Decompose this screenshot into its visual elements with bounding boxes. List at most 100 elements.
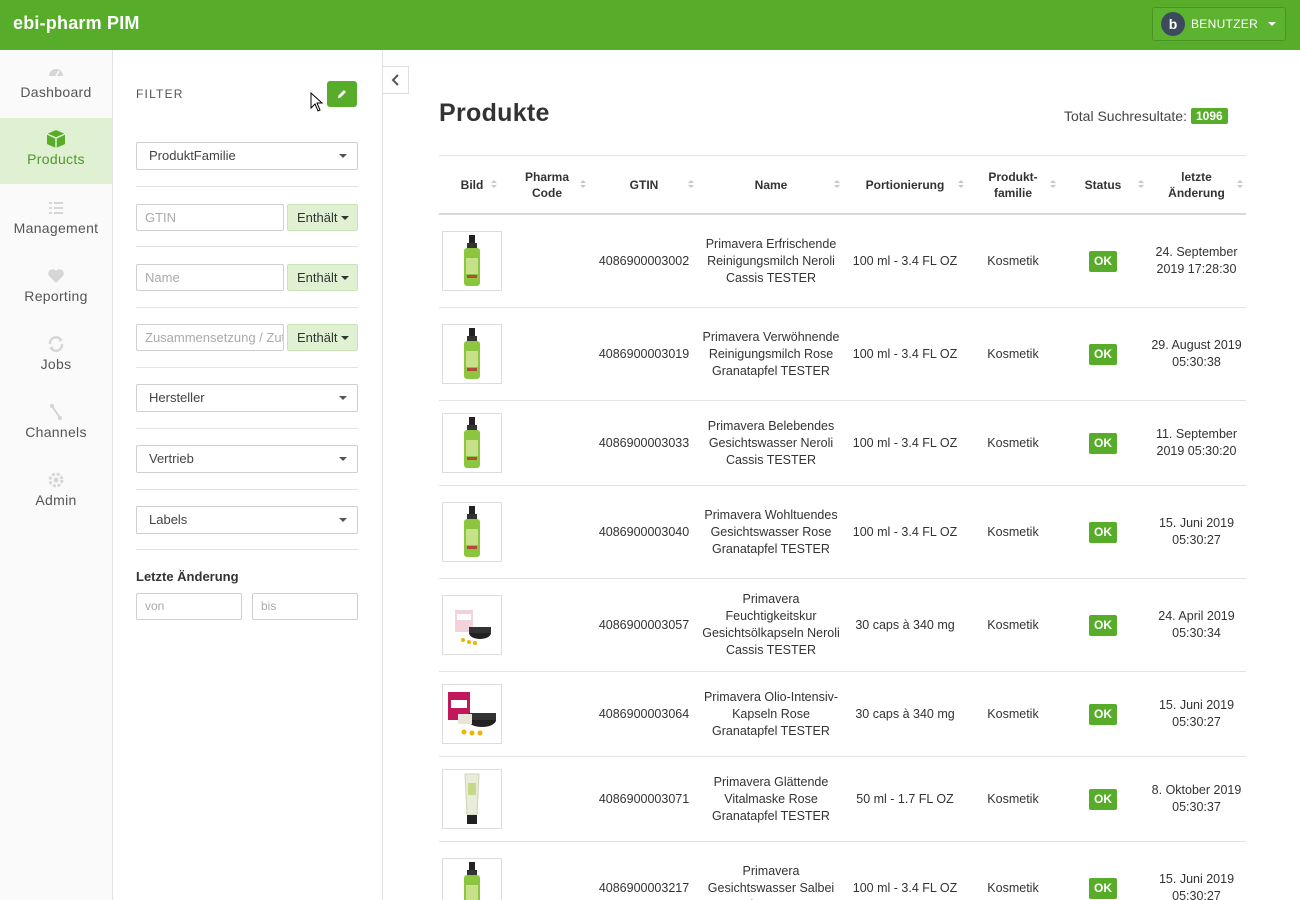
sort-icon (688, 180, 694, 190)
changed-value: 15. Juni 2019 05:30:27 (1158, 698, 1235, 729)
family-value: Kosmetik (987, 617, 1039, 632)
portion-cell: 100 ml - 3.4 FL OZ (843, 215, 967, 307)
nav-item-reporting[interactable]: Reporting (0, 266, 112, 332)
column-header-status[interactable]: Status (1059, 156, 1147, 214)
app-title[interactable]: ebi-pharm PIM (13, 13, 140, 33)
edit-filter-button[interactable] (327, 81, 357, 107)
gtin-contains-button[interactable]: Enthält (287, 204, 358, 231)
product-name[interactable]: Primavera Verwöhnende Reinigungsmilch Ro… (702, 329, 840, 378)
portion-value: 100 ml - 3.4 FL OZ (852, 253, 958, 268)
select-value: Hersteller (149, 390, 205, 405)
nav-item-products[interactable]: Products (0, 118, 112, 184)
product-thumbnail[interactable] (442, 231, 502, 291)
nav-item-jobs[interactable]: Jobs (0, 334, 112, 400)
column-header-name[interactable]: Name (699, 156, 843, 214)
table-header: Bild Pharma Code GTIN Name Portionierung… (439, 155, 1246, 215)
list-check-icon (49, 202, 63, 214)
products-table: Bild Pharma Code GTIN Name Portionierung… (439, 155, 1246, 900)
family-value: Kosmetik (987, 706, 1039, 721)
column-header-portionierung[interactable]: Portionierung (843, 156, 967, 214)
nav-label: Dashboard (20, 84, 92, 100)
gtin-cell: 4086900003019 (589, 308, 699, 400)
gtin-value: 4086900003033 (598, 435, 690, 450)
product-thumbnail[interactable] (442, 769, 502, 829)
column-header-pharma-code[interactable]: Pharma Code (505, 156, 589, 214)
pharma-code-cell (505, 308, 589, 400)
refresh-icon (48, 336, 64, 352)
nav-item-management[interactable]: Management (0, 198, 112, 264)
status-cell: OK (1059, 579, 1147, 671)
select-value: ProduktFamilie (149, 148, 236, 163)
nav-item-dashboard[interactable]: Dashboard (0, 62, 112, 128)
product-image-cell (439, 672, 505, 756)
date-to-input[interactable]: bis (252, 593, 358, 620)
user-avatar-icon: b (1161, 12, 1185, 36)
product-name[interactable]: Primavera Erfrischende Reinigungsmilch N… (705, 236, 837, 285)
table-row[interactable]: 4086900003033 Primavera Belebendes Gesic… (439, 401, 1246, 486)
table-row[interactable]: 4086900003057 Primavera Feuchtigkeitskur… (439, 579, 1246, 672)
product-thumbnail[interactable] (442, 684, 502, 744)
product-name[interactable]: Primavera Gesichtswasser Salbei Traube T… (707, 863, 835, 900)
gtin-cell: 4086900003064 (589, 672, 699, 756)
family-cell: Kosmetik (967, 215, 1059, 307)
product-image-cell (439, 579, 505, 671)
portion-cell: 100 ml - 3.4 FL OZ (843, 401, 967, 485)
zusammensetzung-input[interactable]: Zusammensetzung / Zut (136, 324, 284, 351)
table-row[interactable]: 4086900003217 Primavera Gesichtswasser S… (439, 842, 1246, 900)
zusammensetzung-contains-button[interactable]: Enthält (287, 324, 358, 351)
changed-cell: 8. Oktober 2019 05:30:37 (1147, 757, 1246, 841)
product-name[interactable]: Primavera Belebendes Gesichtswasser Nero… (707, 418, 835, 467)
column-header-bild[interactable]: Bild (439, 156, 505, 214)
date-from-input[interactable]: von (136, 593, 242, 620)
family-cell: Kosmetik (967, 401, 1059, 485)
product-name[interactable]: Primavera Feuchtigkeitskur Gesichtsölkap… (702, 592, 840, 657)
product-thumbnail[interactable] (442, 413, 502, 473)
gtin-value: 4086900003002 (598, 253, 690, 268)
name-contains-button[interactable]: Enthält (287, 264, 358, 291)
changed-cell: 24. September 2019 17:28:30 (1147, 215, 1246, 307)
product-name[interactable]: Primavera Wohltuendes Gesichtswasser Ros… (704, 507, 838, 556)
caret-down-icon (339, 457, 347, 461)
labels-select[interactable]: Labels (136, 506, 358, 534)
produktfamilie-select[interactable]: ProduktFamilie (136, 142, 358, 170)
column-header-gtin[interactable]: GTIN (589, 156, 699, 214)
nav-item-channels[interactable]: Channels (0, 402, 112, 468)
gtin-cell: 4086900003057 (589, 579, 699, 671)
family-value: Kosmetik (987, 253, 1039, 268)
pharma-code-cell (505, 215, 589, 307)
product-name[interactable]: Primavera Olio-Intensiv-Kapseln Rose Gra… (703, 689, 839, 738)
name-cell: Primavera Wohltuendes Gesichtswasser Ros… (699, 486, 843, 578)
portion-value: 50 ml - 1.7 FL OZ (856, 791, 954, 806)
nav-item-admin[interactable]: Admin (0, 470, 112, 536)
column-header-letzte-aenderung[interactable]: letzte Änderung (1147, 156, 1246, 214)
gtin-input[interactable]: GTIN (136, 204, 284, 231)
box-icon (46, 130, 66, 148)
nav-label: Jobs (40, 356, 72, 372)
product-name[interactable]: Primavera Glättende Vitalmaske Rose Gran… (712, 774, 830, 823)
table-row[interactable]: 4086900003019 Primavera Verwöhnende Rein… (439, 308, 1246, 401)
table-row[interactable]: 4086900003002 Primavera Erfrischende Rei… (439, 215, 1246, 308)
collapse-filter-button[interactable] (383, 66, 409, 94)
table-row[interactable]: 4086900003040 Primavera Wohltuendes Gesi… (439, 486, 1246, 579)
product-thumbnail[interactable] (442, 502, 502, 562)
total-label: Total Suchresultate: (1064, 108, 1187, 124)
product-thumbnail[interactable] (442, 324, 502, 384)
hersteller-select[interactable]: Hersteller (136, 384, 358, 412)
status-badge: OK (1089, 343, 1117, 365)
product-thumbnail[interactable] (442, 595, 502, 655)
status-badge: OK (1089, 432, 1117, 454)
portion-cell: 100 ml - 3.4 FL OZ (843, 308, 967, 400)
name-input[interactable]: Name (136, 264, 284, 291)
portion-cell: 30 caps à 340 mg (843, 579, 967, 671)
table-row[interactable]: 4086900003064 Primavera Olio-Intensiv-Ka… (439, 672, 1246, 757)
table-row[interactable]: 4086900003071 Primavera Glättende Vitalm… (439, 757, 1246, 842)
vertrieb-select[interactable]: Vertrieb (136, 445, 358, 473)
column-header-produktfamilie[interactable]: Produkt- familie (967, 156, 1059, 214)
page-title: Produkte (439, 99, 550, 127)
status-badge: OK (1089, 521, 1117, 543)
sort-icon (1138, 180, 1144, 190)
user-menu-button[interactable]: b BENUTZER (1152, 7, 1286, 41)
gtin-value: 4086900003071 (598, 791, 690, 806)
status-cell: OK (1059, 308, 1147, 400)
product-thumbnail[interactable] (442, 858, 502, 900)
